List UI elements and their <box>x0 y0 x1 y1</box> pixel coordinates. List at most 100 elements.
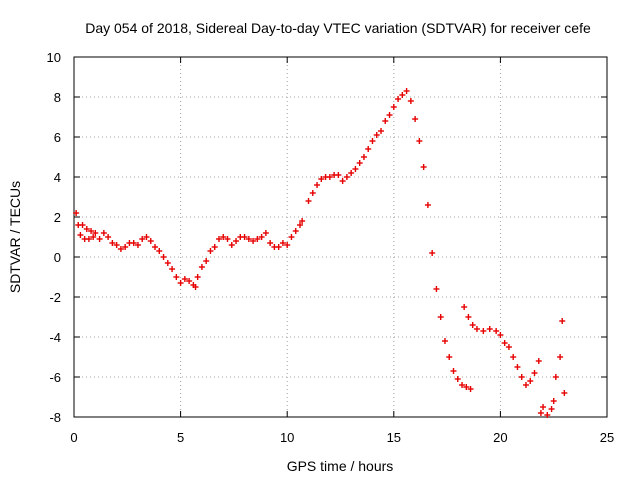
data-point <box>467 386 474 392</box>
x-tick-label: 15 <box>387 430 401 445</box>
data-point <box>113 242 120 248</box>
data-point <box>130 240 137 246</box>
data-point <box>399 92 406 98</box>
data-point <box>79 222 86 228</box>
data-point <box>152 244 159 250</box>
data-point <box>356 160 363 166</box>
x-tick-label: 0 <box>70 430 77 445</box>
data-point <box>514 364 521 370</box>
data-point <box>122 244 129 250</box>
data-point <box>461 304 468 310</box>
data-point <box>535 358 542 364</box>
data-point <box>365 146 372 152</box>
data-points <box>73 88 568 418</box>
data-point <box>105 234 112 240</box>
data-point <box>194 274 201 280</box>
data-point <box>360 154 367 160</box>
data-point <box>318 176 325 182</box>
data-point <box>493 328 500 334</box>
data-point <box>424 202 431 208</box>
axis-ticks <box>73 56 608 418</box>
data-point <box>292 228 299 234</box>
data-point <box>117 246 124 252</box>
data-point <box>378 128 385 134</box>
data-point <box>557 354 564 360</box>
data-point <box>109 240 116 246</box>
data-point <box>386 112 393 118</box>
data-point <box>373 132 380 138</box>
x-tick-label: 10 <box>280 430 294 445</box>
data-point <box>173 274 180 280</box>
data-point <box>284 242 291 248</box>
y-tick-label: 4 <box>54 170 61 185</box>
data-point <box>147 238 154 244</box>
data-point <box>395 96 402 102</box>
y-tick-label: 6 <box>54 130 61 145</box>
data-point <box>559 318 566 324</box>
data-point <box>77 232 84 238</box>
data-point <box>465 314 472 320</box>
data-point <box>518 374 525 380</box>
data-point <box>450 368 457 374</box>
data-point <box>326 174 333 180</box>
y-tick-label: 10 <box>47 50 61 65</box>
data-point <box>550 398 557 404</box>
y-tick-label: 0 <box>54 250 61 265</box>
data-point <box>139 236 146 242</box>
y-tick-label: -4 <box>49 330 61 345</box>
data-point <box>169 266 176 272</box>
data-point <box>454 376 461 382</box>
data-point <box>83 226 90 232</box>
data-point <box>352 166 359 172</box>
data-point <box>348 170 355 176</box>
x-axis-label: GPS time / hours <box>287 458 394 474</box>
data-point <box>382 118 389 124</box>
data-point <box>203 258 210 264</box>
data-point <box>211 244 218 250</box>
data-point <box>335 172 342 178</box>
data-point <box>544 412 551 418</box>
y-tick-labels: -8 -6 -4 -2 0 2 4 6 8 10 <box>47 50 61 425</box>
x-tick-label: 5 <box>177 430 184 445</box>
chart-title: Day 054 of 2018, Sidereal Day-to-day VTE… <box>85 20 591 36</box>
data-point <box>220 234 227 240</box>
data-point <box>267 240 274 246</box>
data-point <box>420 164 427 170</box>
data-point <box>156 248 163 254</box>
data-point <box>552 374 559 380</box>
data-point <box>233 238 240 244</box>
data-point <box>143 234 150 240</box>
data-point <box>314 182 321 188</box>
data-point <box>262 230 269 236</box>
data-point <box>407 98 414 104</box>
data-point <box>469 322 476 328</box>
data-point <box>505 344 512 350</box>
data-point <box>473 326 480 332</box>
data-point <box>540 404 547 410</box>
data-point <box>531 370 538 376</box>
data-point <box>299 218 306 224</box>
x-tick-labels: 0 5 10 15 20 25 <box>70 430 614 445</box>
data-point <box>522 382 529 388</box>
data-point <box>343 174 350 180</box>
data-point <box>160 254 167 260</box>
data-point <box>433 286 440 292</box>
y-tick-label: -6 <box>49 370 61 385</box>
data-point <box>390 104 397 110</box>
x-tick-label: 20 <box>493 430 507 445</box>
data-point <box>288 234 295 240</box>
y-tick-label: 2 <box>54 210 61 225</box>
data-point <box>164 260 171 266</box>
data-point <box>207 248 214 254</box>
y-tick-label: -2 <box>49 290 61 305</box>
data-point <box>501 340 508 346</box>
x-tick-label: 25 <box>600 430 614 445</box>
data-point <box>92 230 99 236</box>
data-point <box>416 138 423 144</box>
grid-lines <box>74 57 607 417</box>
data-point <box>429 250 436 256</box>
data-point <box>527 378 534 384</box>
data-point <box>412 116 419 122</box>
data-point <box>275 244 282 250</box>
y-tick-label: 8 <box>54 90 61 105</box>
